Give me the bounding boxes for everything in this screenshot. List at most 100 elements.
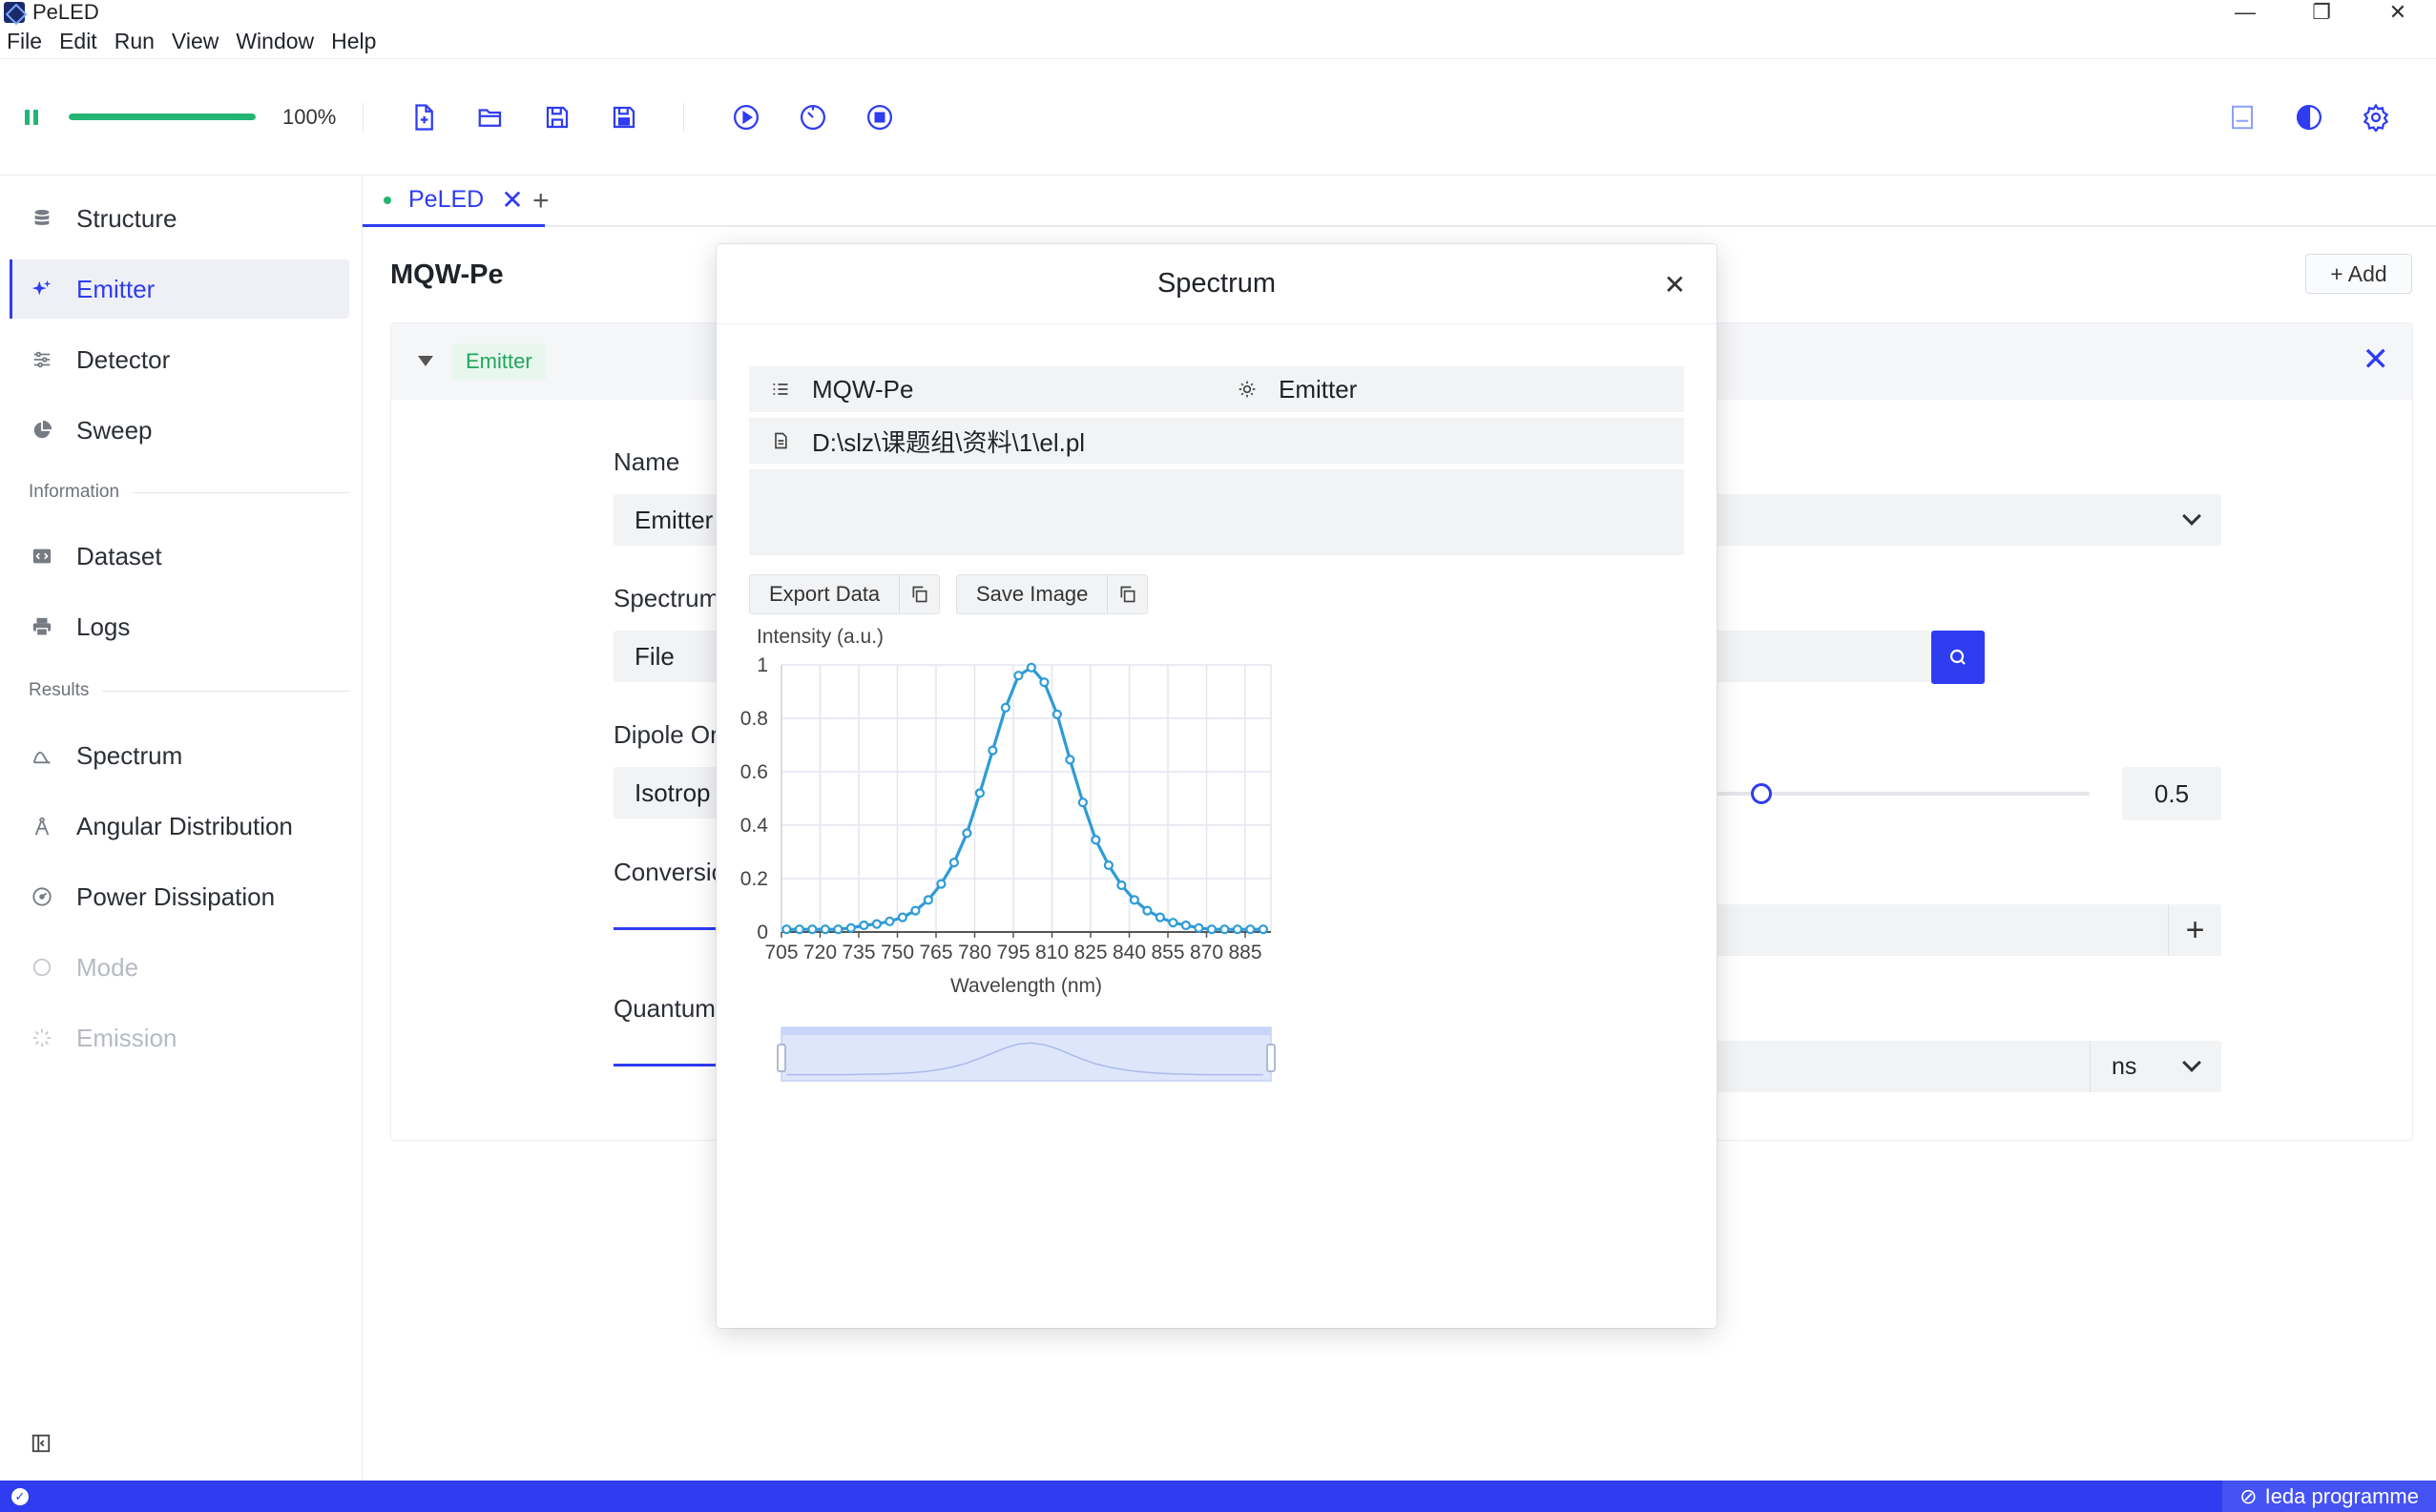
- settings-gear-icon[interactable]: [2361, 102, 2391, 133]
- minimize-icon[interactable]: —: [2235, 0, 2256, 24]
- data-point: [1232, 924, 1243, 935]
- menu-edit[interactable]: Edit: [59, 29, 97, 53]
- conversion-field[interactable]: [1708, 904, 2221, 956]
- y-tick-label: 0.4: [740, 815, 769, 837]
- pause-icon[interactable]: [25, 110, 38, 125]
- x-tick-label: 855: [1151, 942, 1184, 963]
- data-point: [1000, 702, 1010, 713]
- spectrum-label: Spectrum: [614, 584, 720, 612]
- status-ok-icon: ✓: [11, 1488, 29, 1505]
- data-point: [1026, 662, 1036, 673]
- dipole-value-input[interactable]: 0.5: [2122, 767, 2221, 820]
- sidebar-item-sweep[interactable]: Sweep: [10, 401, 349, 460]
- dipole-slider-handle[interactable]: [1751, 783, 1772, 804]
- tab-peled[interactable]: PeLED ✕: [363, 176, 545, 227]
- close-window-icon[interactable]: ✕: [2388, 0, 2407, 24]
- tab-label: PeLED: [408, 186, 485, 213]
- x-tick-label: 750: [881, 942, 914, 963]
- toolbar-divider: [363, 103, 364, 132]
- unit-select[interactable]: ns: [2090, 1041, 2221, 1092]
- play-icon[interactable]: [731, 102, 761, 133]
- dialog-title: Spectrum: [717, 244, 1717, 324]
- export-data-button[interactable]: Export Data: [749, 574, 941, 614]
- sidebar-item-emitter[interactable]: Emitter: [10, 259, 349, 319]
- data-point: [871, 919, 882, 929]
- close-dialog-icon[interactable]: ✕: [1663, 270, 1686, 300]
- data-point: [845, 922, 856, 933]
- spectrum-chart[interactable]: 705 720 735 750 765 780 795 810 825 840 855 870 885 0…: [717, 626, 1717, 1255]
- copy-icon[interactable]: [1107, 575, 1147, 613]
- data-point: [1258, 924, 1269, 935]
- menu-bar: File Edit Run View Window Help: [0, 25, 2436, 59]
- save-image-button[interactable]: Save Image: [956, 574, 1149, 614]
- close-tab-icon[interactable]: ✕: [501, 185, 524, 215]
- browse-search-button[interactable]: [1931, 631, 1985, 684]
- data-point: [1039, 677, 1050, 688]
- section-information: Information: [29, 482, 349, 503]
- add-button[interactable]: + Add: [2305, 254, 2412, 294]
- sidebar-item-label: Sweep: [76, 415, 153, 445]
- x-tick-label: 810: [1035, 942, 1069, 963]
- save-icon[interactable]: [542, 102, 573, 133]
- loader-icon: [31, 1026, 53, 1049]
- menu-file[interactable]: File: [7, 29, 43, 53]
- sidebar-item-dataset[interactable]: Dataset: [10, 527, 349, 586]
- sidebar-item-label: Detector: [76, 344, 171, 374]
- y-tick-label: 0.6: [740, 761, 768, 783]
- sidebar: Structure Emitter Detector Sweep Informa…: [0, 176, 363, 1481]
- compass-icon: [31, 815, 53, 838]
- sidebar-item-spectrum[interactable]: Spectrum: [10, 726, 349, 785]
- menu-run[interactable]: Run: [114, 29, 155, 53]
- save-as-icon[interactable]: [609, 102, 639, 133]
- restore-icon[interactable]: ❐: [2312, 0, 2331, 24]
- lifetime-field[interactable]: [1708, 1041, 2221, 1092]
- printer-icon: [31, 615, 53, 638]
- sidebar-item-structure[interactable]: Structure: [10, 189, 349, 248]
- structure-name: MQW-Pe: [812, 374, 914, 404]
- unit-value: ns: [2112, 1052, 2137, 1080]
- stop-icon[interactable]: [864, 102, 895, 133]
- remove-emitter-icon[interactable]: ✕: [2362, 342, 2390, 378]
- sidebar-item-label: Mode: [76, 952, 139, 982]
- sidebar-item-logs[interactable]: Logs: [10, 597, 349, 656]
- zoom-handle-right: [1266, 1044, 1276, 1072]
- new-tab-icon[interactable]: +: [532, 185, 550, 217]
- data-point: [923, 895, 933, 905]
- menu-window[interactable]: Window: [236, 29, 315, 53]
- sidebar-item-angular-distribution[interactable]: Angular Distribution: [10, 797, 349, 856]
- data-point: [1142, 905, 1153, 916]
- window-controls: — ❐ ✕: [2207, 0, 2436, 25]
- open-folder-icon[interactable]: [475, 102, 506, 133]
- file-path: D:\slz\课题组\资料\1\el.pl: [812, 427, 1086, 457]
- x-tick-label: 840: [1113, 942, 1146, 963]
- data-point: [1051, 709, 1062, 719]
- dipole-slider[interactable]: [1718, 783, 2090, 804]
- file-icon: [770, 430, 791, 451]
- collapse-sidebar-icon[interactable]: [31, 1431, 53, 1454]
- sidebar-item-mode[interactable]: Mode: [10, 938, 349, 997]
- new-file-icon[interactable]: [408, 102, 439, 133]
- collapse-caret-icon[interactable]: [418, 356, 433, 366]
- sidebar-item-emission[interactable]: Emission: [10, 1008, 349, 1067]
- name-value: Emitter: [635, 505, 714, 534]
- data-point: [1180, 920, 1191, 931]
- copy-icon[interactable]: [899, 575, 939, 613]
- menu-view[interactable]: View: [171, 29, 219, 53]
- sidebar-item-label: Power Dissipation: [76, 881, 276, 911]
- timer-icon[interactable]: [798, 102, 828, 133]
- sidebar-item-label: Logs: [76, 611, 131, 641]
- theme-toggle-icon[interactable]: [2294, 102, 2324, 133]
- sidebar-item-label: Dataset: [76, 541, 162, 570]
- document-panel-icon[interactable]: [2227, 102, 2258, 133]
- zoom-drag-bar: [781, 1027, 1271, 1035]
- zoom-window: [781, 1026, 1272, 1082]
- menu-help[interactable]: Help: [331, 29, 377, 53]
- y-tick-label: 1: [757, 654, 768, 676]
- status-program[interactable]: ⊘ Ieda programme: [2222, 1481, 2436, 1512]
- sidebar-item-detector[interactable]: Detector: [10, 330, 349, 389]
- section-results: Results: [29, 680, 349, 701]
- zoom-preview-line: [786, 1042, 1263, 1076]
- title-bar: PeLED — ❐ ✕: [0, 0, 2436, 25]
- sidebar-item-power-dissipation[interactable]: Power Dissipation: [10, 867, 349, 926]
- add-conversion-icon[interactable]: +: [2168, 904, 2221, 956]
